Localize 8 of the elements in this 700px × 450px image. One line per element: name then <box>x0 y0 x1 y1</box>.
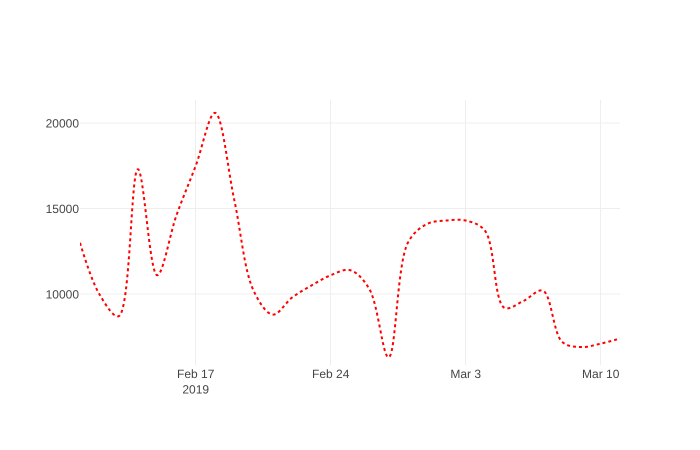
x-tick-label: Feb 24 <box>312 367 350 381</box>
line-series <box>80 112 620 358</box>
y-tick-label: 20000 <box>46 116 80 130</box>
y-tick-label: 15000 <box>46 202 80 216</box>
x-tick-label: Feb 17 2019 <box>177 367 215 397</box>
x-tick-label: Mar 10 <box>582 367 620 381</box>
x-tick-label: Mar 3 <box>450 367 482 381</box>
y-tick-label: 10000 <box>46 287 80 302</box>
